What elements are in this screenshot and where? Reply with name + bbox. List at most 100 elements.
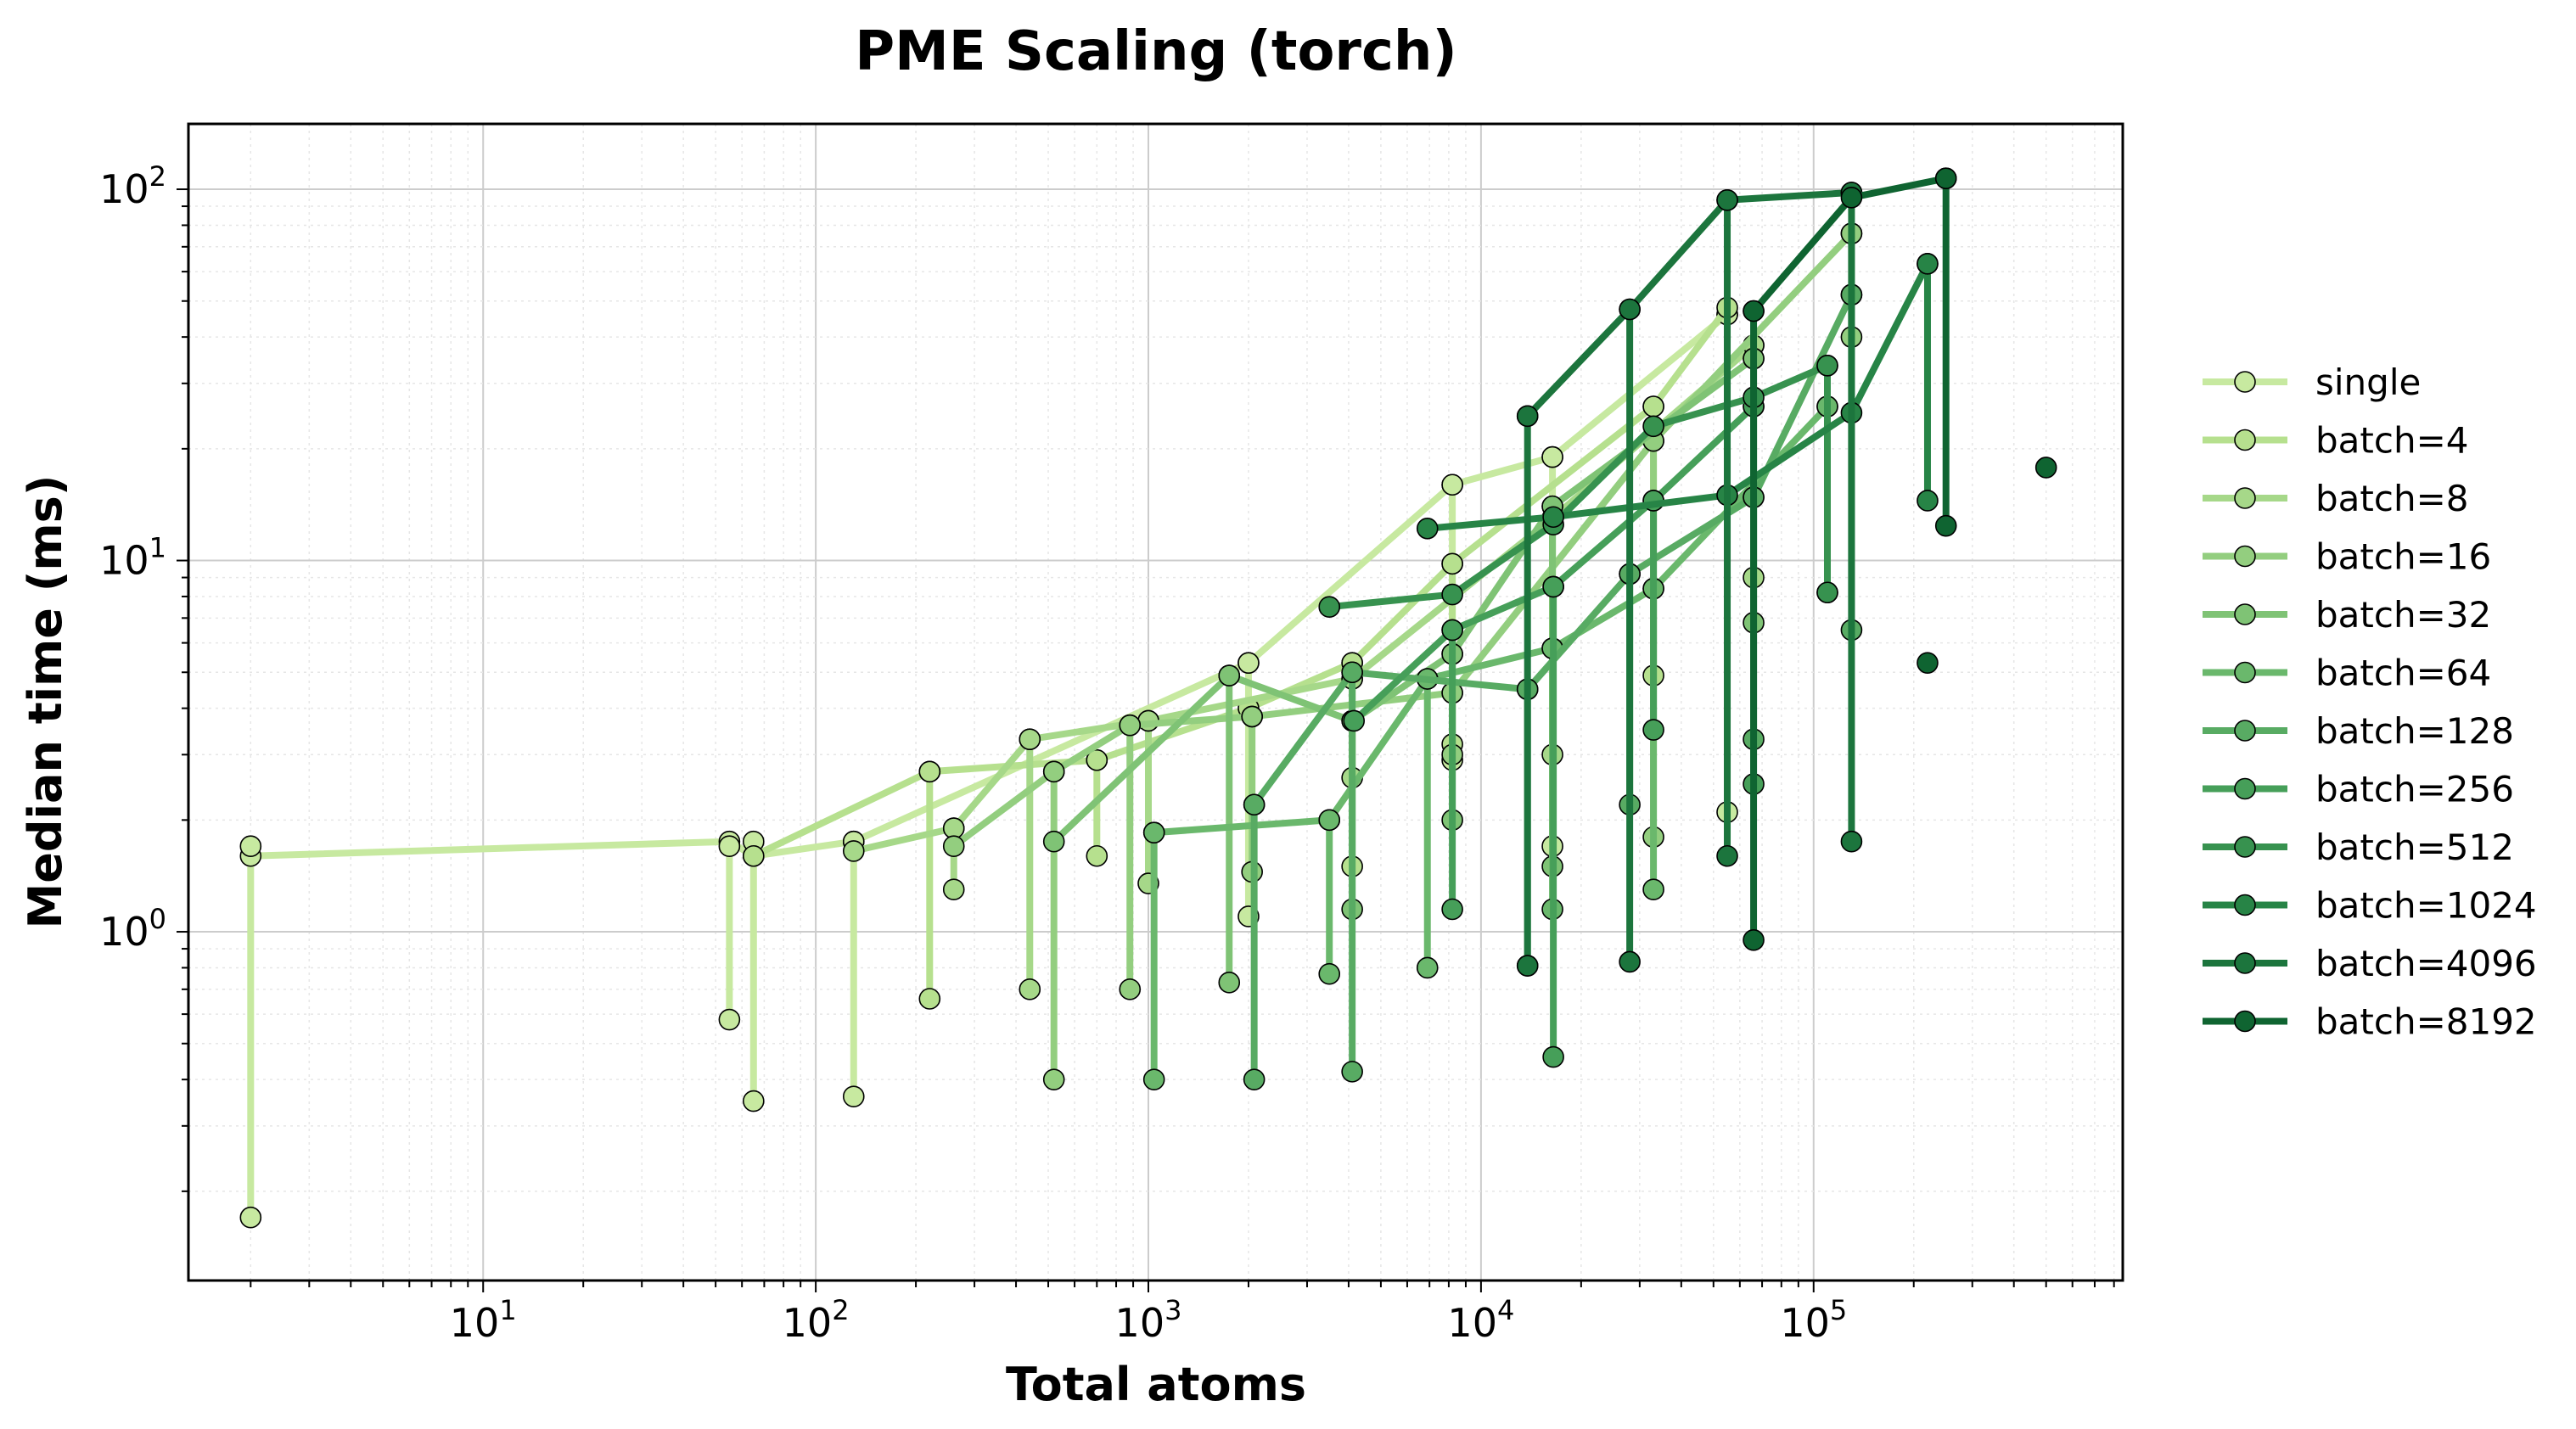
legend-marker (2234, 777, 2256, 800)
data-point (1241, 705, 1263, 728)
series-batch-8192 (1743, 167, 1957, 951)
data-point (1917, 652, 1939, 674)
legend-item-batch-16: batch=16 (2203, 536, 2491, 578)
data-point (1619, 298, 1641, 321)
legend-marker (2234, 720, 2256, 742)
data-point (1642, 878, 1664, 900)
data-point (1542, 506, 1564, 529)
data-point (239, 1206, 262, 1229)
data-point (718, 1008, 741, 1031)
data-point (1441, 898, 1463, 921)
data-point (842, 840, 865, 862)
legend-item-batch-8192: batch=8192 (2203, 1001, 2537, 1043)
legend-label: batch=64 (2315, 653, 2491, 694)
data-point (1441, 583, 1463, 606)
data-point (918, 988, 941, 1010)
ticks: 101 102 103 104 105 100 101 102 (99, 160, 2115, 1346)
legend-label: batch=4 (2315, 420, 2469, 462)
data-point (842, 1085, 865, 1107)
x-tick-label: 102 (783, 1294, 850, 1346)
data-point (1318, 596, 1341, 619)
series-line (1150, 403, 1831, 837)
series-line (247, 311, 1731, 860)
legend-item-batch-32: batch=32 (2203, 594, 2491, 636)
series-batch-512 (1318, 355, 1838, 619)
data-point (1516, 405, 1539, 428)
data-point (1341, 1061, 1363, 1083)
data-point (1119, 714, 1142, 737)
data-point (1019, 978, 1041, 1000)
data-point (1318, 962, 1341, 985)
legend-item-batch-1024: batch=1024 (2203, 885, 2537, 927)
data-point (1343, 709, 1366, 732)
legend-label: single (2315, 361, 2421, 403)
data-point (1042, 1068, 1065, 1090)
data-point (1716, 189, 1738, 211)
legend-label: batch=8192 (2315, 1001, 2537, 1043)
legend-item-batch-128: batch=128 (2203, 710, 2514, 752)
data-point (1917, 490, 1939, 512)
data-point (1743, 300, 1765, 322)
data-point (942, 835, 965, 858)
data-point (1218, 664, 1241, 686)
data-point (1086, 748, 1108, 771)
data-point (1142, 821, 1165, 843)
series-batch-4 (743, 296, 1738, 1010)
legend-marker (2234, 545, 2256, 568)
data-point (1541, 446, 1563, 468)
data-point (1934, 167, 1957, 189)
data-point (743, 844, 765, 867)
data-point (1516, 955, 1539, 977)
data-point (1243, 793, 1266, 816)
data-point (1019, 728, 1041, 750)
legend: single batch=4 batch=8 batch=16 batch=32 batc… (2203, 361, 2537, 1043)
legend-label: batch=1024 (2315, 885, 2537, 927)
legend-item-batch-256: batch=256 (2203, 769, 2514, 810)
data-point (1934, 514, 1957, 537)
legend-marker (2234, 487, 2256, 509)
data-point (1218, 972, 1241, 994)
data-point (1441, 474, 1463, 496)
legend-marker (2234, 1010, 2256, 1033)
data-point (743, 1090, 765, 1112)
data-point (1816, 581, 1838, 604)
legend-item-batch-512: batch=512 (2203, 827, 2514, 868)
data-point (1142, 1068, 1165, 1090)
data-point (1341, 661, 1363, 684)
data-point (718, 835, 741, 858)
legend-marker (2234, 429, 2256, 451)
series-line (850, 341, 1758, 855)
data-point (1743, 928, 1765, 951)
data-point (1237, 652, 1260, 674)
legend-item-batch-64: batch=64 (2203, 653, 2491, 694)
legend-label: batch=512 (2315, 827, 2514, 868)
data-point (239, 835, 262, 858)
legend-item-batch-4096: batch=4096 (2203, 943, 2537, 984)
series-line (1050, 355, 1758, 845)
y-tick-label: 100 (99, 903, 166, 955)
data-point (1642, 415, 1664, 438)
y-axis-label: Median time (ms) (19, 475, 72, 929)
data-point (1086, 844, 1108, 867)
data-point (1840, 186, 1863, 209)
series-batch-8 (842, 334, 1765, 1000)
data-point (1917, 253, 1939, 275)
data-point (1318, 809, 1341, 832)
legend-label: batch=256 (2315, 769, 2514, 810)
legend-marker (2234, 661, 2256, 684)
data-point (1542, 575, 1564, 598)
data-point (1619, 950, 1641, 973)
data-point (1816, 355, 1838, 377)
series-line (1524, 188, 1855, 420)
legend-label: batch=4096 (2315, 943, 2537, 984)
data-point (1243, 1068, 1266, 1090)
legend-item-single: single (2203, 361, 2421, 403)
data-point (1416, 517, 1439, 540)
series-layer (239, 167, 2057, 1229)
data-point (1642, 719, 1664, 741)
data-point (2034, 457, 2057, 479)
legend-label: batch=32 (2315, 594, 2491, 636)
legend-marker (2234, 371, 2256, 393)
